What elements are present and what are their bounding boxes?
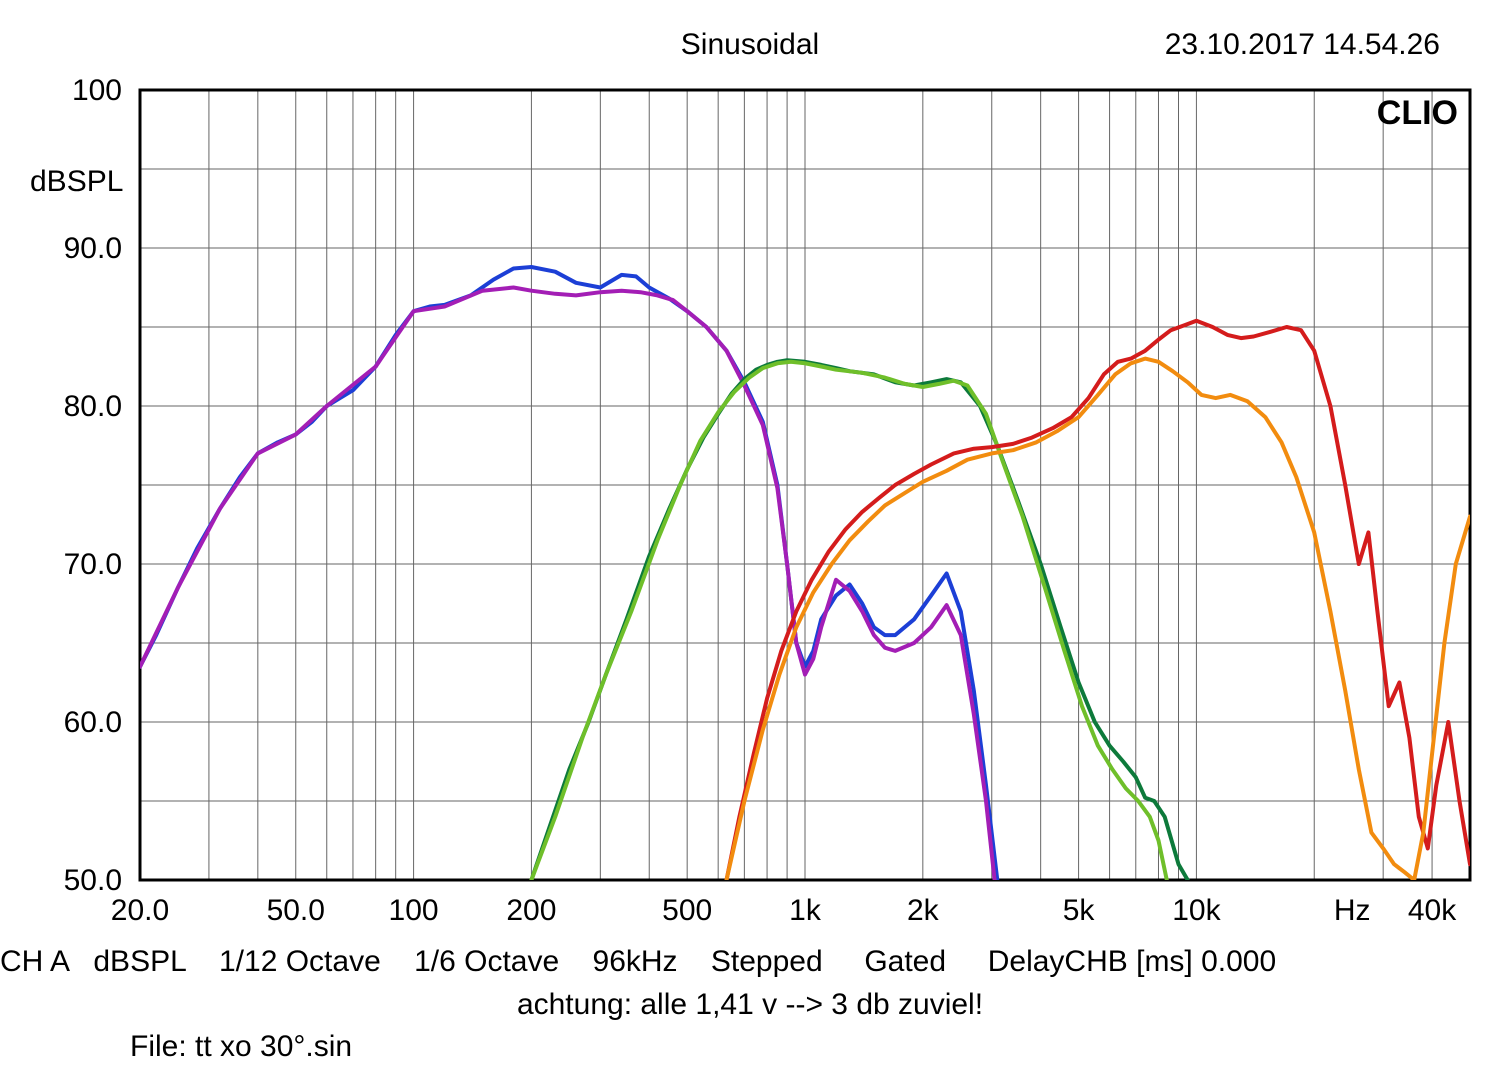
svg-text:50.0: 50.0 — [267, 894, 325, 927]
svg-text:CLIO: CLIO — [1377, 94, 1458, 132]
svg-text:10k: 10k — [1172, 894, 1221, 927]
svg-text:200: 200 — [506, 894, 556, 927]
svg-text:20.0: 20.0 — [111, 894, 169, 927]
svg-text:40k: 40k — [1408, 894, 1457, 927]
file-name-label: File: tt xo 30°.sin — [130, 1030, 352, 1064]
frequency-response-chart: 50.060.070.080.090.0100dBSPL20.050.01002… — [0, 70, 1500, 940]
svg-text:70.0: 70.0 — [64, 548, 122, 581]
clio-measurement-page: Sinusoidal 23.10.2017 14.54.26 50.060.07… — [0, 0, 1500, 1086]
measurement-settings-line: CH A dBSPL 1/12 Octave 1/6 Octave 96kHz … — [0, 945, 1500, 979]
warning-note: achtung: alle 1,41 v --> 3 db zuviel! — [0, 988, 1500, 1022]
svg-text:50.0: 50.0 — [64, 864, 122, 897]
svg-text:Hz: Hz — [1334, 894, 1371, 927]
svg-text:500: 500 — [662, 894, 712, 927]
svg-text:60.0: 60.0 — [64, 706, 122, 739]
svg-text:2k: 2k — [907, 894, 940, 927]
measurement-datetime: 23.10.2017 14.54.26 — [1165, 28, 1440, 62]
svg-text:100: 100 — [72, 74, 122, 107]
svg-text:5k: 5k — [1063, 894, 1096, 927]
svg-text:80.0: 80.0 — [64, 390, 122, 423]
svg-text:90.0: 90.0 — [64, 232, 122, 265]
svg-text:1k: 1k — [789, 894, 822, 927]
chart-svg: 50.060.070.080.090.0100dBSPL20.050.01002… — [0, 70, 1500, 940]
svg-text:100: 100 — [389, 894, 439, 927]
svg-text:dBSPL: dBSPL — [30, 165, 123, 198]
